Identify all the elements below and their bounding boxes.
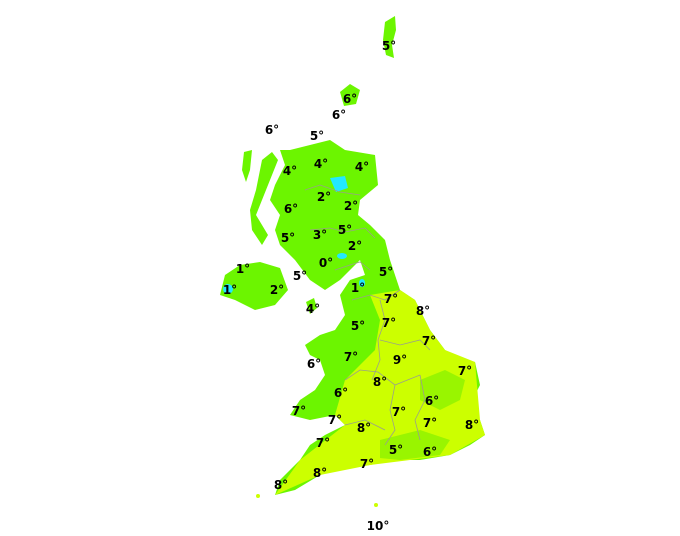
channel-islands — [374, 503, 378, 507]
skye-island — [242, 150, 252, 182]
temperature-label: 7° — [291, 404, 307, 418]
temperature-label: 2° — [343, 199, 359, 213]
northern-ireland-land — [220, 262, 288, 310]
temperature-label: 8° — [312, 466, 328, 480]
temperature-label: 8° — [372, 375, 388, 389]
temperature-label: 6° — [283, 202, 299, 216]
temperature-label: 0° — [318, 256, 334, 270]
orkney-islands — [340, 84, 360, 106]
temperature-label: 1° — [350, 281, 366, 295]
temperature-label: 5° — [388, 443, 404, 457]
temperature-label: 7° — [391, 405, 407, 419]
isle-of-man — [306, 298, 317, 314]
temperature-label: 5° — [381, 39, 397, 53]
temperature-label: 7° — [422, 416, 438, 430]
temperature-label: 8° — [415, 304, 431, 318]
temperature-label: 7° — [315, 436, 331, 450]
temperature-label: 7° — [343, 350, 359, 364]
temperature-label: 8° — [464, 418, 480, 432]
temperature-label: 6° — [342, 92, 358, 106]
temperature-label: 6° — [331, 108, 347, 122]
cairngorms-cold-area — [330, 176, 348, 192]
temperature-label: 6° — [264, 123, 280, 137]
temperature-label: 1° — [235, 262, 251, 276]
temperature-label: 7° — [381, 316, 397, 330]
temperature-label: 1° — [222, 283, 238, 297]
cold-spot-northern-ireland — [223, 284, 233, 294]
temperature-label: 5° — [309, 129, 325, 143]
south-east-green-patch — [380, 430, 450, 460]
cold-spot-southern-uplands — [337, 253, 347, 259]
shetland-islands — [383, 16, 396, 58]
temperature-label: 5° — [280, 231, 296, 245]
cold-spot-lake-district — [359, 279, 365, 287]
temperature-label: 7° — [383, 292, 399, 306]
scilly-isles — [256, 494, 260, 498]
temperature-label: 7° — [359, 457, 375, 471]
temperature-label: 7° — [327, 413, 343, 427]
temperature-label: 4° — [282, 164, 298, 178]
temperature-label: 6° — [306, 357, 322, 371]
temperature-label: 2° — [316, 190, 332, 204]
east-anglia-green-patch — [420, 370, 465, 410]
temperature-label: 7° — [457, 364, 473, 378]
temperature-label: 6° — [333, 386, 349, 400]
temperature-label: 4° — [305, 302, 321, 316]
temperature-label: 6° — [422, 445, 438, 459]
temperature-label: 6° — [424, 394, 440, 408]
temperature-label: 4° — [313, 157, 329, 171]
region-borders — [304, 184, 431, 446]
temperature-label: 2° — [269, 283, 285, 297]
temperature-label: 5° — [350, 319, 366, 333]
temperature-label: 8° — [273, 478, 289, 492]
temperature-label: 4° — [354, 160, 370, 174]
temperature-label: 7° — [421, 334, 437, 348]
temperature-label: 9° — [392, 353, 408, 367]
temperature-label: 10° — [366, 519, 390, 533]
hebrides-islands — [250, 152, 278, 245]
temperature-label: 5° — [337, 223, 353, 237]
temperature-label: 5° — [292, 269, 308, 283]
temperature-label: 5° — [378, 265, 394, 279]
temperature-label: 3° — [312, 228, 328, 242]
temperature-label: 8° — [356, 421, 372, 435]
temperature-label: 2° — [347, 239, 363, 253]
